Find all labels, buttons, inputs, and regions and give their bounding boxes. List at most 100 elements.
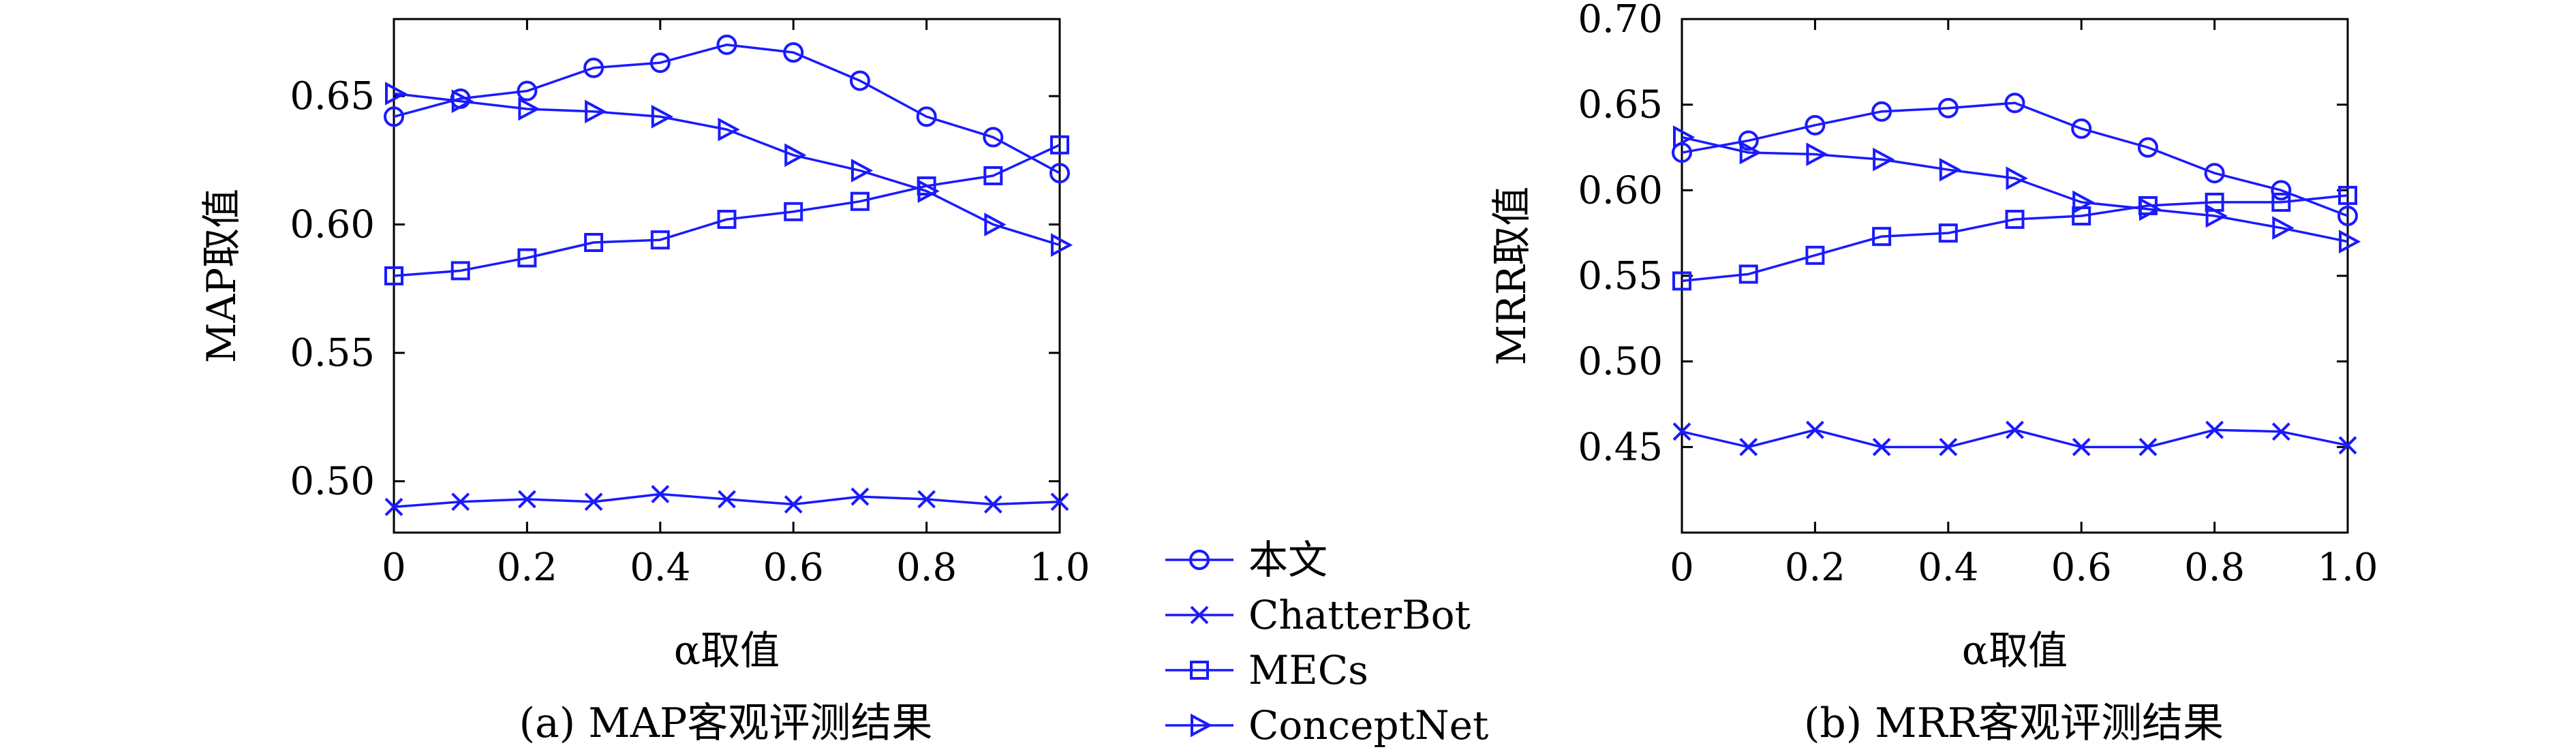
mrr-series-conceptnet-point	[1739, 140, 1762, 165]
map-y-tick-label: 0.65	[290, 74, 375, 119]
mrr-y-tick-label: 0.65	[1578, 83, 1663, 127]
mrr-series-conceptnet-point	[2272, 216, 2295, 240]
mrr-series-mecs-point	[1738, 264, 1758, 284]
map-series-mecs-point	[717, 210, 737, 230]
mrr-series-chatterbot-point	[2138, 437, 2158, 456]
mrr-plot-frame	[1681, 18, 2349, 534]
mrr-x-tick-label: 0.4	[1918, 546, 1978, 590]
map-caption: (a) MAP客观评测结果	[519, 699, 933, 747]
mrr-x-tick-label: 1.0	[2317, 546, 2378, 590]
legend-marker-benwen	[1189, 550, 1210, 570]
mrr-series-chatterbot-point	[1939, 437, 1958, 456]
legend-marker-mecs	[1190, 661, 1209, 680]
legend-label-benwen: 本文	[1248, 537, 1328, 583]
mrr-x-tick-label: 0	[1670, 546, 1694, 590]
mrr-x-tick-label: 0.8	[2184, 546, 2245, 590]
map-x-tick-label: 0.4	[630, 546, 690, 590]
map-series-chatterbot-point	[384, 497, 403, 516]
map-x-tick-label: 1.0	[1029, 546, 1090, 590]
mrr-series-conceptnet-point	[2006, 166, 2028, 191]
mrr-series-mecs-line	[1681, 194, 2348, 283]
map-series-mecs-point	[650, 230, 670, 250]
mrr-y-tick-label: 0.45	[1578, 425, 1663, 469]
map-x-tick-label: 0.2	[497, 546, 557, 590]
map-series-conceptnet-point	[917, 179, 940, 203]
mrr-series-conceptnet-point	[1673, 125, 1696, 149]
map-series-mecs-point	[850, 191, 870, 211]
map-y-tick-label: 0.55	[290, 331, 375, 375]
map-series-benwen-point	[916, 106, 937, 127]
mrr-series-mecs-point	[2005, 210, 2025, 230]
map-series-conceptnet-point	[585, 99, 607, 124]
map-series-benwen-point	[649, 52, 671, 74]
map-series-benwen-point	[983, 127, 1004, 148]
map-series-chatterbot-point	[517, 490, 536, 509]
mrr-series-benwen-point	[2337, 206, 2358, 227]
mrr-series-benwen-point	[1805, 114, 1826, 136]
map-series-benwen-point	[517, 80, 538, 101]
mrr-panel: 0 0.2 0.4 0.6 0.8 1.0 0.45 0.50 0.55 0.60 0.65 0.70…	[1488, 0, 2378, 747]
mrr-y-tick-label: 0.50	[1578, 340, 1663, 384]
map-series-benwen-point	[1049, 163, 1070, 184]
map-series-mecs-point	[384, 266, 403, 285]
mrr-series-benwen-point	[2137, 137, 2158, 158]
mrr-series-chatterbot-point	[2338, 436, 2357, 455]
map-series-chatterbot-point	[850, 487, 870, 506]
mrr-series-benwen-point	[2271, 180, 2292, 201]
mrr-x-tick-label: 0.2	[1785, 546, 1845, 590]
mrr-y-axis-label: MRR取值	[1488, 187, 1535, 366]
mrr-y-tick-label: 0.70	[1578, 0, 1663, 42]
mrr-x-axis-label: α取值	[1962, 627, 2068, 674]
legend-label-conceptnet: ConceptNet	[1248, 702, 1488, 749]
mrr-series-mecs-point	[1938, 223, 1958, 243]
map-x-tick-label: 0.8	[896, 546, 957, 590]
map-series-chatterbot-point	[983, 495, 1002, 514]
mrr-series-conceptnet-point	[2138, 197, 2162, 221]
map-series-chatterbot-point	[651, 485, 670, 503]
map-x-tick-label: 0.6	[763, 546, 824, 590]
map-y-tick-label: 0.60	[290, 203, 375, 247]
mrr-series-chatterbot-point	[2205, 420, 2224, 439]
map-series-benwen-point	[384, 106, 404, 127]
mrr-series-conceptnet-point	[1873, 147, 1895, 172]
mrr-y-tick-label: 0.55	[1578, 254, 1663, 298]
map-series-conceptnet-point	[518, 97, 540, 121]
mrr-x-tick-label: 0.6	[2051, 546, 2112, 590]
legend: 本文 ChatterBot MECs ConceptNet	[1165, 537, 1488, 749]
map-series-chatterbot-point	[718, 490, 736, 509]
mrr-series-chatterbot-point	[2006, 420, 2024, 439]
map-series-conceptnet-point	[718, 117, 740, 142]
map-series-conceptnet-point	[451, 89, 474, 113]
map-x-axis-label: α取值	[674, 627, 780, 674]
mrr-series-mecs-point	[1872, 227, 1892, 247]
mrr-series-benwen-point	[2004, 93, 2025, 114]
map-series-conceptnet-point	[850, 159, 874, 183]
map-series-chatterbot-point	[584, 492, 603, 511]
map-series-benwen-point	[583, 57, 604, 78]
mrr-series-chatterbot-point	[2072, 437, 2091, 456]
mrr-series-benwen-point	[1738, 130, 1759, 151]
map-y-tick-label: 0.50	[290, 460, 375, 504]
map-series-mecs-point	[784, 202, 803, 221]
map-series-conceptnet-point	[784, 143, 807, 168]
map-series-benwen-point	[849, 70, 870, 91]
map-panel: 0 0.2 0.4 0.6 0.8 1.0 0.50 0.55 0.60 0.65 α取值 MAP取值…	[198, 18, 1090, 747]
map-series-conceptnet-line	[393, 92, 1060, 247]
map-series-benwen-line	[393, 43, 1060, 174]
map-series-mecs-point	[584, 232, 604, 252]
map-plot-frame	[393, 18, 1061, 534]
mrr-series-conceptnet-line	[1681, 136, 2348, 243]
legend-label-mecs: MECs	[1248, 647, 1368, 693]
map-series-conceptnet-point	[651, 104, 674, 129]
legend-marker-conceptnet	[1191, 713, 1213, 738]
map-series-benwen-point	[716, 34, 737, 55]
mrr-caption: (b) MRR客观评测结果	[1804, 699, 2224, 747]
map-series-chatterbot-point	[784, 495, 803, 514]
mrr-series-conceptnet-point	[1939, 157, 1962, 182]
map-series-mecs-line	[393, 144, 1060, 277]
mrr-y-tick-label: 0.60	[1578, 168, 1663, 212]
map-series-mecs-point	[450, 261, 470, 281]
map-series-conceptnet-point	[984, 212, 1007, 236]
map-series-mecs-point	[1050, 135, 1069, 155]
mrr-series-chatterbot-point	[2271, 422, 2290, 441]
